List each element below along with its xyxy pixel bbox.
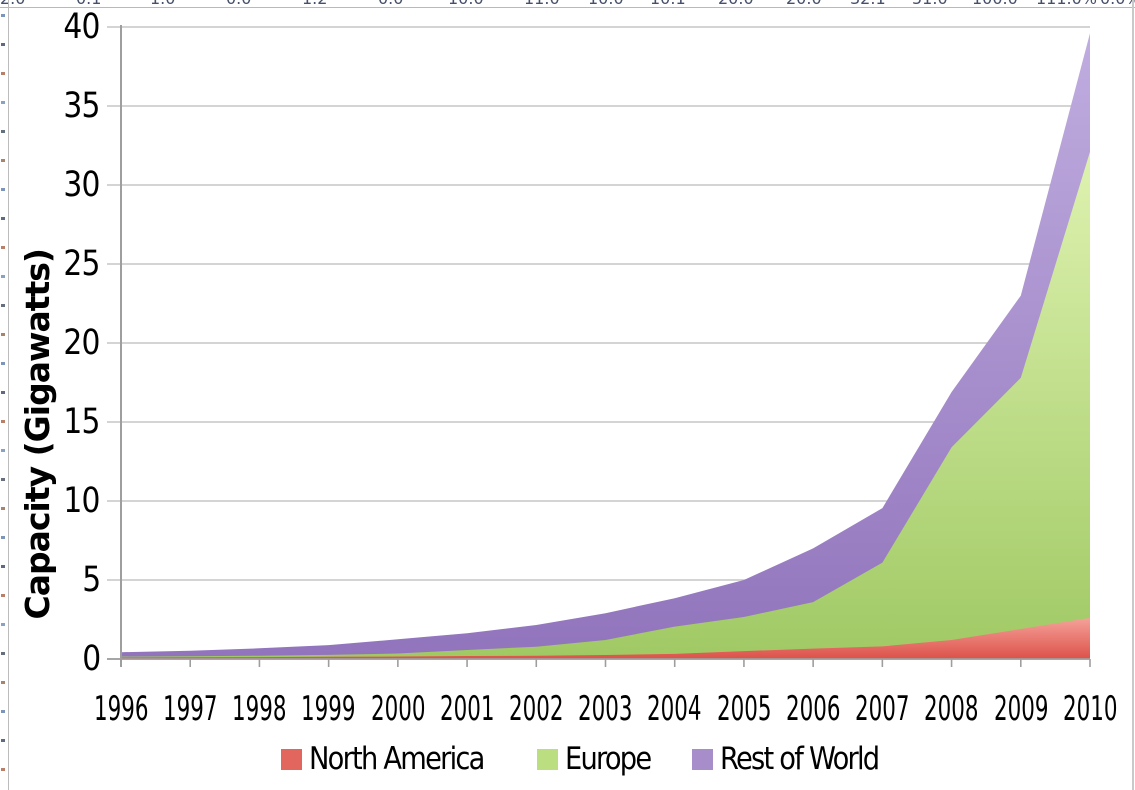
y-tick-label-40: 40 <box>63 7 101 47</box>
clipped-cell-value[interactable]: 10.0 <box>448 0 484 8</box>
area-series-north-america[interactable] <box>121 617 1090 659</box>
legend-item-north-america[interactable]: North America <box>281 742 507 776</box>
x-tick-label-2008: 2008 <box>924 689 979 729</box>
area-series-europe[interactable] <box>121 151 1090 660</box>
clipped-cell-mark <box>1 362 5 365</box>
clipped-cell-value[interactable]: 51.0 <box>912 0 948 8</box>
clipped-cell-mark <box>1 188 5 191</box>
clipped-cell-mark <box>1 536 5 539</box>
x-tick-label-2010: 2010 <box>1062 689 1118 729</box>
legend-item-rest-of-world[interactable]: Rest of World <box>692 742 900 776</box>
legend-label: Rest of World <box>720 741 880 777</box>
clipped-cell-value[interactable]: 20.0 <box>786 0 822 8</box>
clipped-cell-value[interactable]: 111.0% <box>1036 0 1097 8</box>
clipped-cell-mark <box>1 652 5 655</box>
clipped-cell-mark <box>1 449 5 452</box>
x-tick-label-2004: 2004 <box>647 689 702 729</box>
x-tick-label-1998: 1998 <box>232 689 287 729</box>
top-divider-line <box>0 7 1135 8</box>
x-tick-label-1996: 1996 <box>93 689 149 729</box>
clipped-cell-mark <box>1 739 5 742</box>
x-tick-label-2005: 2005 <box>716 689 772 729</box>
clipped-cell-mark <box>1 159 5 162</box>
clipped-cell-value[interactable]: 11.0 <box>524 0 560 8</box>
legend-swatch-icon <box>537 748 559 770</box>
y-tick-label-15: 15 <box>63 402 101 442</box>
clipped-cell-value[interactable]: 32.1 <box>850 0 886 8</box>
clipped-spreadsheet-column <box>0 8 8 790</box>
y-tick-label-5: 5 <box>81 560 101 600</box>
clipped-cell-value[interactable]: 10.1 <box>650 0 686 8</box>
legend-swatch-icon <box>281 748 302 770</box>
clipped-cell-mark <box>1 478 5 481</box>
clipped-cell-mark <box>1 246 5 249</box>
clipped-cell-mark <box>1 565 5 568</box>
chart-legend: North America Europe Rest of World <box>281 742 900 776</box>
clipped-cell-mark <box>1 304 5 307</box>
clipped-cell-value[interactable]: 0.0 <box>378 0 403 8</box>
left-divider-line <box>8 0 9 790</box>
clipped-cell-mark <box>1 130 5 133</box>
clipped-cell-mark <box>1 333 5 336</box>
clipped-cell-mark <box>1 681 5 684</box>
legend-label: Europe <box>565 741 652 777</box>
clipped-cell-mark <box>1 72 5 75</box>
x-tick-label-2009: 2009 <box>993 689 1049 729</box>
legend-label: North America <box>309 741 485 777</box>
x-tick-label-2001: 2001 <box>439 689 495 729</box>
clipped-cell-mark <box>1 217 5 220</box>
clipped-cell-mark <box>1 420 5 423</box>
clipped-cell-value[interactable]: 10.0 <box>588 0 624 8</box>
y-tick-label-20: 20 <box>63 323 101 363</box>
legend-swatch-icon <box>692 748 714 770</box>
y-tick-label-0: 0 <box>81 639 101 679</box>
clipped-cell-mark <box>1 391 5 394</box>
right-frame-line <box>1132 0 1134 790</box>
clipped-cell-mark <box>1 14 5 17</box>
clipped-cell-mark <box>1 594 5 597</box>
clipped-cell-mark <box>1 768 5 771</box>
clipped-cell-mark <box>1 101 5 104</box>
x-tick-label-2006: 2006 <box>785 689 841 729</box>
x-tick-label-2000: 2000 <box>370 689 426 729</box>
clipped-cell-mark <box>1 623 5 626</box>
x-tick-label-2002: 2002 <box>509 689 564 729</box>
clipped-cell-value[interactable]: 100.0 <box>972 0 1018 8</box>
clipped-cell-value[interactable]: 0.0 <box>226 0 251 8</box>
y-tick-label-35: 35 <box>63 86 101 126</box>
legend-item-europe[interactable]: Europe <box>537 742 662 776</box>
clipped-cell-value[interactable]: 1.2 <box>302 0 327 8</box>
clipped-cell-value[interactable]: 1.0 <box>150 0 175 8</box>
clipped-cell-value[interactable]: 0.0% <box>1100 0 1135 8</box>
y-tick-label-25: 25 <box>63 244 101 284</box>
x-tick-label-1997: 1997 <box>162 689 218 729</box>
clipped-cell-value[interactable]: 0.1 <box>76 0 101 8</box>
clipped-cell-mark <box>1 275 5 278</box>
x-tick-label-2007: 2007 <box>855 689 910 729</box>
clipped-cell-value[interactable]: 2.0 <box>0 0 25 8</box>
clipped-cell-mark <box>1 507 5 510</box>
clipped-cell-mark <box>1 43 5 46</box>
clipped-cell-value[interactable]: 20.0 <box>718 0 754 8</box>
y-tick-label-30: 30 <box>63 165 101 205</box>
clipped-spreadsheet-row[interactable]: 2.0 0.1 1.0 0.0 1.2 0.0 10.0 11.0 10.0 10.1 20.0 20… <box>0 0 1135 8</box>
clipped-cell-mark <box>1 710 5 713</box>
x-tick-label-2003: 2003 <box>578 689 633 729</box>
y-tick-label-10: 10 <box>63 481 101 521</box>
x-tick-label-1999: 1999 <box>301 689 356 729</box>
